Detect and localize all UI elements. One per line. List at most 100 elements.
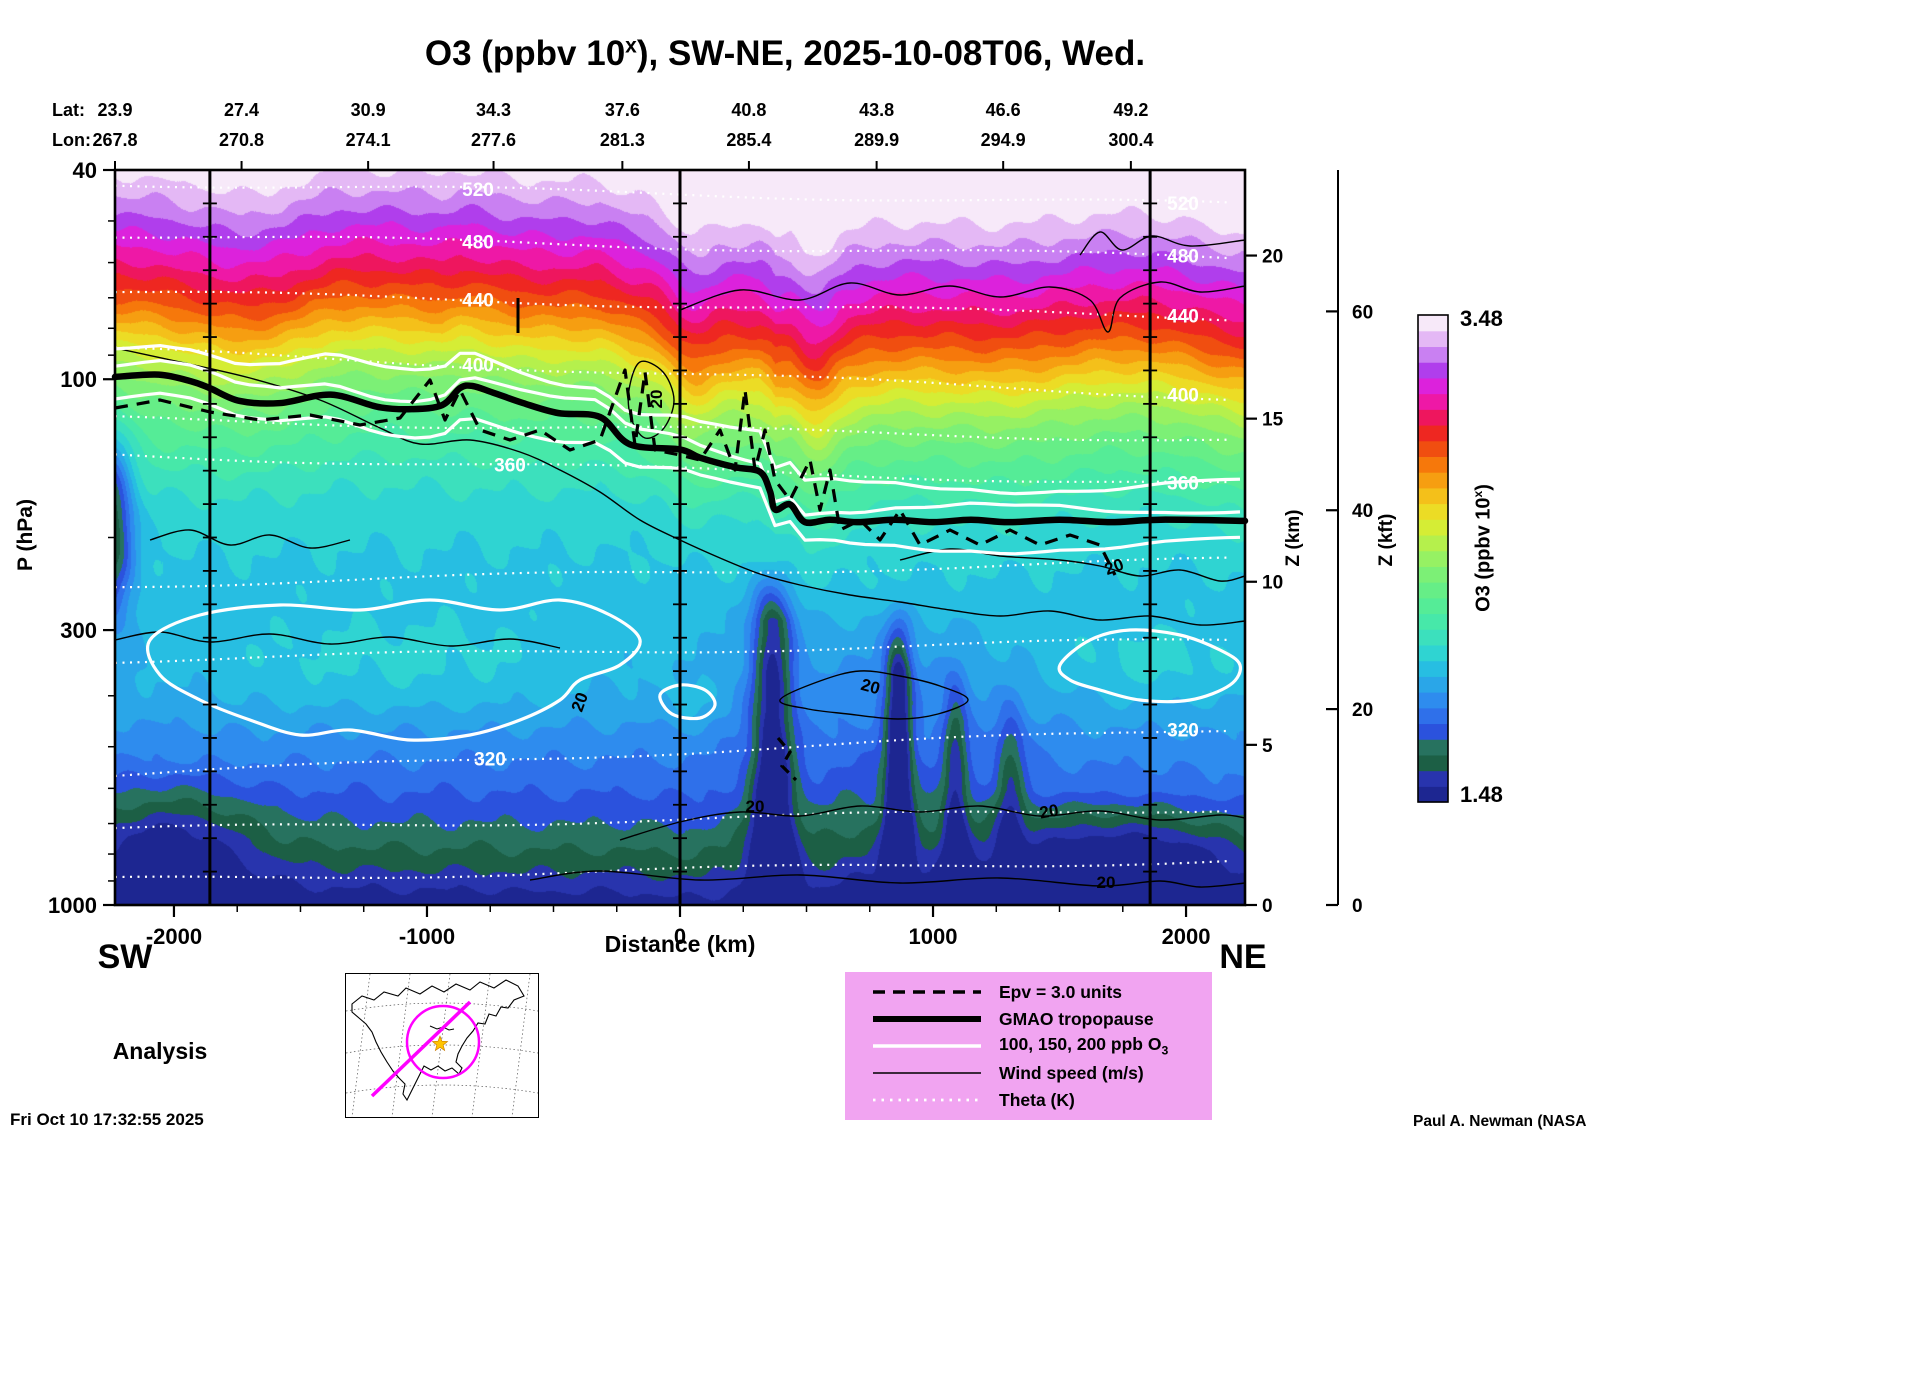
colorbar-band <box>1418 472 1448 489</box>
colorbar-label-text: O3 (ppbv 10 <box>1472 497 1495 612</box>
lat-tick-row: 23.9 27.4 30.9 34.3 37.6 40.8 43.8 46.6 49.2 <box>0 100 1926 122</box>
colorbar-band <box>1418 739 1448 756</box>
lat-tick-value: 30.9 <box>350 100 386 120</box>
zkft-axis-label: Z (kft) <box>1376 513 1397 567</box>
legend-item-label: Wind speed (m/s) <box>999 1062 1144 1083</box>
lat-tick-value: 34.3 <box>476 100 512 120</box>
colorbar-max-value: 3.48 <box>1460 306 1503 331</box>
colorbar-band <box>1418 519 1448 536</box>
colorbar-frame <box>1417 314 1449 803</box>
zkm-tick-label: 0 <box>1262 896 1273 917</box>
legend-swatch-thin-black <box>873 1072 981 1074</box>
colorbar-band <box>1418 723 1448 740</box>
colorbar-band <box>1418 566 1448 583</box>
zkm-tick-label: 20 <box>1262 247 1283 268</box>
colorbar-band <box>1418 786 1448 803</box>
legend-item-label: Epv = 3.0 units <box>999 981 1123 1002</box>
colorbar-band <box>1418 550 1448 567</box>
colorbar-band <box>1418 613 1448 630</box>
colorbar-band <box>1418 503 1448 520</box>
pressure-axis-label: P (hPa) <box>14 499 37 571</box>
colorbar-axis-label: O3 (ppbv 10x) <box>1471 433 1499 663</box>
colorbar-min-value: 1.48 <box>1460 782 1503 807</box>
o3-field-canvas <box>115 170 1245 905</box>
map-graticule-meridian <box>391 974 411 1117</box>
p-tick-label: 100 <box>60 367 97 392</box>
colorbar-band <box>1418 534 1448 552</box>
zkm-tick-label: 10 <box>1262 573 1283 594</box>
colorbar-band <box>1418 692 1448 709</box>
lon-tick-value: 289.9 <box>854 130 900 150</box>
legend-item-label-subscript: 3 <box>1161 1043 1169 1058</box>
map-graticule-meridian <box>351 974 371 1117</box>
lon-tick-value: 285.4 <box>726 130 772 150</box>
colorbar-band <box>1418 676 1448 693</box>
lat-tick-value: 46.6 <box>985 100 1021 120</box>
colorbar-band <box>1418 456 1448 473</box>
legend-item: GMAO tropopause <box>845 1006 1212 1033</box>
legend-item-label: Theta (K) <box>999 1089 1075 1110</box>
zkft-tick-label: 60 <box>1352 302 1373 323</box>
map-graticule-meridian <box>471 974 491 1117</box>
legend-swatch-white-solid <box>873 1044 981 1048</box>
colorbar-band <box>1418 597 1448 615</box>
map-graticule-parallel <box>346 1002 538 1012</box>
chart-title-superscript: x <box>625 34 637 58</box>
colorbar-band <box>1418 330 1448 348</box>
p-tick-label: 1000 <box>48 893 97 918</box>
lon-tick-value: 277.6 <box>471 130 517 150</box>
colorbar-band <box>1418 362 1448 379</box>
sw-endpoint-label: SW <box>97 938 153 976</box>
timestamp-footer: Fri Oct 10 17:32:55 2025 <box>10 1110 204 1129</box>
map-station-star-icon <box>431 1035 449 1052</box>
colorbar-band <box>1418 346 1448 363</box>
legend-swatch-dashed-black <box>873 990 981 994</box>
x-tick-label: 1000 <box>909 924 958 949</box>
map-graticule-meridian <box>511 974 531 1117</box>
zkft-tick-label: 20 <box>1352 700 1373 721</box>
p-tick-label: 40 <box>73 158 97 183</box>
lat-tick-value: 49.2 <box>1113 100 1149 120</box>
x-tick-label: -1000 <box>399 924 455 949</box>
lon-tick-value: 294.9 <box>980 130 1026 150</box>
credit-footer: Paul A. Newman (NASA <box>1413 1113 1587 1130</box>
colorbar-band <box>1418 424 1448 442</box>
colorbar-label-suffix: ) <box>1472 484 1495 491</box>
chart-title: O3 (ppbv 10x), SW-NE, 2025-10-08T06, Wed… <box>0 34 1570 74</box>
lon-tick-value: 300.4 <box>1108 130 1154 150</box>
colorbar-band <box>1418 377 1448 395</box>
legend-item-label: GMAO tropopause <box>999 1008 1154 1029</box>
legend-swatch-white-dotted <box>873 1098 981 1102</box>
chart-title-text: O3 (ppbv 10 <box>424 34 626 73</box>
zkft-tick-label: 40 <box>1352 501 1373 522</box>
zkm-axis-label: Z (km) <box>1283 509 1304 567</box>
colorbar-band <box>1418 440 1448 457</box>
lon-tick-value: 270.8 <box>219 130 265 150</box>
map-graticule-parallel <box>346 1084 538 1094</box>
zkft-tick-label: 0 <box>1352 896 1363 917</box>
lon-tick-row: 267.8 270.8 274.1 277.6 281.3 285.4 289.9 294.9… <box>0 130 1926 152</box>
lon-tick-value: 274.1 <box>345 130 391 150</box>
map-range-circle <box>405 1004 481 1080</box>
colorbar-band <box>1418 707 1448 725</box>
legend-item-label: 100, 150, 200 ppb O3 <box>999 1034 1168 1058</box>
lat-axis-caption: Lat: <box>52 100 85 120</box>
legend-item: Epv = 3.0 units <box>845 979 1212 1006</box>
zkm-tick-label: 5 <box>1262 736 1273 757</box>
legend-box: Epv = 3.0 units GMAO tropopause 100, 150, … <box>845 972 1212 1120</box>
legend-item-label-text: 100, 150, 200 ppb O <box>999 1034 1162 1055</box>
colorbar-band <box>1418 644 1448 662</box>
lat-tick-value: 37.6 <box>604 100 640 120</box>
colorbar-band <box>1418 487 1448 505</box>
lon-axis-caption: Lon: <box>52 130 91 150</box>
map-coastline <box>351 979 525 1102</box>
lat-tick-value: 27.4 <box>224 100 260 120</box>
lon-tick-value: 267.8 <box>92 130 138 150</box>
colorbar-band <box>1418 770 1448 787</box>
colorbar-band <box>1418 582 1448 599</box>
zkm-tick-label: 15 <box>1262 410 1284 431</box>
legend-swatch-thick-black <box>873 1016 981 1022</box>
lon-tick-value: 281.3 <box>599 130 645 150</box>
ne-endpoint-label: NE <box>1219 938 1267 976</box>
